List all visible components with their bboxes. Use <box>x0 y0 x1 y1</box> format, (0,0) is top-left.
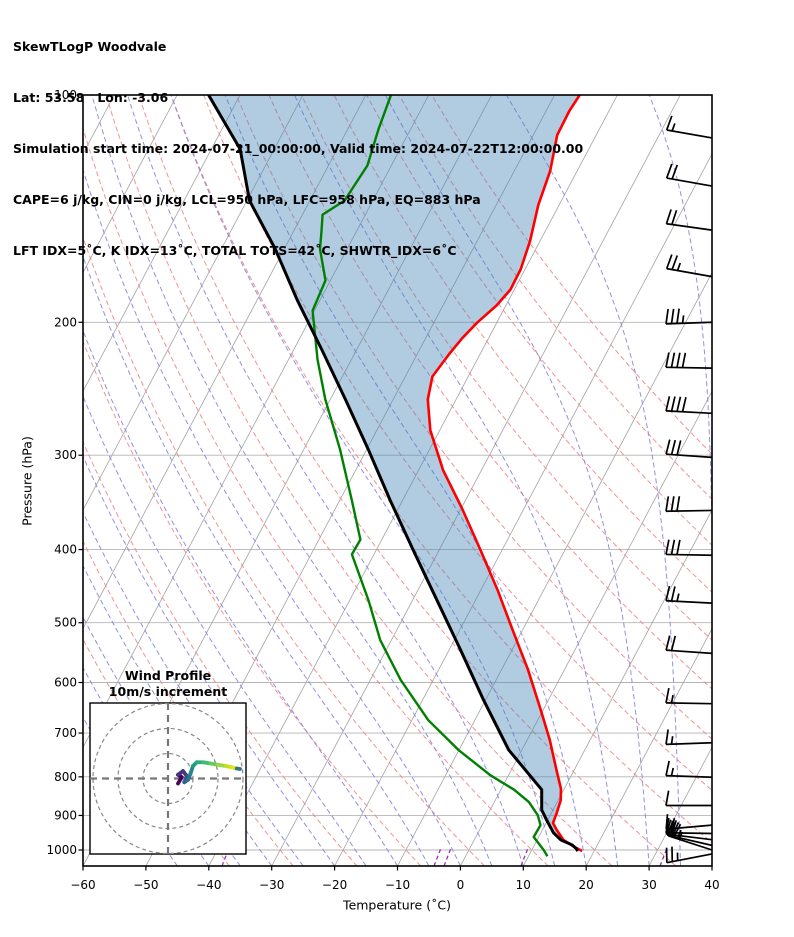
y-tick-label: 900 <box>54 808 77 822</box>
x-tick-label: 20 <box>579 878 594 892</box>
mixing-ratio-line <box>433 847 442 866</box>
dewpoint-curve <box>311 95 549 857</box>
dry-adiabat-line <box>431 95 712 455</box>
moist-adiabat-line <box>83 395 367 866</box>
dry-adiabat-line <box>301 95 712 641</box>
dry-adiabat-line <box>203 95 712 791</box>
moist-adiabat-line <box>91 95 493 866</box>
x-tick-label: −50 <box>133 878 158 892</box>
hodograph-trace <box>234 766 242 771</box>
isotherm-line <box>83 95 241 393</box>
wind-barb <box>665 729 713 746</box>
chart-location: Lat: 53.58 Lon: -3.06 <box>13 90 169 105</box>
dry-adiabat-line <box>105 95 613 866</box>
isotherm-line <box>460 390 712 866</box>
moist-adiabat-line <box>294 95 619 866</box>
chart-title: SkewTLogP Woodvale <box>13 39 167 54</box>
y-tick-label: 400 <box>54 543 77 557</box>
hodograph-title: Wind Profile 10m/s increment <box>109 668 227 699</box>
moist-adiabat-line <box>224 95 587 866</box>
hodograph-inset <box>89 702 247 855</box>
isotherm-line <box>585 627 712 866</box>
x-tick-label: −30 <box>259 878 284 892</box>
x-tick-label: 30 <box>641 878 656 892</box>
wind-barb <box>665 254 713 278</box>
plot-area <box>83 95 712 866</box>
isotherm-line <box>83 95 367 630</box>
wind-barb <box>665 496 713 513</box>
y-tick-label: 100 <box>54 88 77 102</box>
isotherm-line <box>83 95 430 749</box>
dry-adiabat-line <box>235 95 712 740</box>
wind-barb <box>667 822 713 851</box>
cape-shade-area <box>208 95 583 851</box>
isotherm-line <box>271 95 681 866</box>
mixing-ratio-line <box>520 847 529 866</box>
hodograph-title-line2: 10m/s increment <box>108 683 228 699</box>
isotherm-line <box>83 95 178 274</box>
mixing-ratio-line <box>443 847 452 866</box>
y-tick-label: 700 <box>54 726 77 740</box>
y-tick-label: 200 <box>54 315 77 329</box>
x-tick-label: −40 <box>196 878 221 892</box>
y-tick-label: 1000 <box>46 843 77 857</box>
x-tick-label: −60 <box>70 878 95 892</box>
moist-adiabat-line <box>648 95 712 866</box>
wind-barb <box>665 585 713 604</box>
chart-indices-2: LFT IDX=5˚C, K IDX=13˚C, TOTAL TOTS=42˚C… <box>13 243 457 258</box>
y-tick-label: 800 <box>54 770 77 784</box>
y-tick-label: 600 <box>54 676 77 690</box>
wind-barb <box>665 396 713 415</box>
dry-adiabat-line <box>83 539 294 866</box>
dry-adiabat-line <box>268 95 712 690</box>
dry-adiabat-line <box>138 95 677 866</box>
isotherm-line <box>522 509 712 866</box>
isotherm-line <box>334 153 712 866</box>
wind-barb <box>665 539 713 557</box>
moist-adiabat-line <box>127 95 524 866</box>
wind-barb <box>665 439 713 459</box>
isotherm-line <box>397 271 712 866</box>
wind-barb <box>665 760 713 779</box>
dry-adiabat-line <box>83 126 549 866</box>
wind-barb <box>665 163 713 187</box>
dry-adiabat-line <box>83 235 485 866</box>
x-tick-label: 40 <box>704 878 719 892</box>
wind-barb <box>665 352 713 369</box>
y-tick-label: 300 <box>54 448 77 462</box>
chart-indices-1: CAPE=6 j/kg, CIN=0 j/kg, LCL=950 hPa, LF… <box>13 192 481 207</box>
parcel-curve <box>207 95 580 852</box>
hodograph-title-line1: Wind Profile <box>124 668 212 683</box>
wind-barb <box>665 635 713 655</box>
y-axis-label: Pressure (hPa) <box>19 436 35 526</box>
wind-barb <box>665 115 713 139</box>
dry-adiabat-line <box>333 95 712 593</box>
x-tick-label: −20 <box>322 878 347 892</box>
x-tick-label: 10 <box>516 878 531 892</box>
chart-times: Simulation start time: 2024-07-21_00:00:… <box>13 141 584 156</box>
moist-adiabat-line <box>170 95 556 866</box>
y-tick-label: 500 <box>54 616 77 630</box>
moist-adiabat-line <box>83 510 304 866</box>
wind-barb <box>665 308 713 325</box>
wind-barb <box>665 209 713 231</box>
wind-barb <box>665 846 713 864</box>
x-tick-label: 0 <box>457 878 465 892</box>
wind-barb <box>665 687 713 705</box>
wind-barb <box>665 790 712 807</box>
dry-adiabat-line <box>83 339 422 866</box>
moist-adiabat-line <box>83 455 336 866</box>
isotherm-line <box>83 95 304 511</box>
dry-adiabat-line <box>83 440 358 866</box>
x-tick-label: −10 <box>385 878 410 892</box>
moist-adiabat-line <box>83 168 461 866</box>
moist-adiabat-line <box>83 255 430 866</box>
temperature-curve <box>426 95 583 853</box>
x-axis-label: Temperature (˚C) <box>343 897 451 913</box>
dry-adiabat-line <box>398 95 712 500</box>
dry-adiabat-line <box>366 95 712 546</box>
title-block: SkewTLogP Woodvale Lat: 53.58 Lon: -3.06… <box>13 4 583 293</box>
